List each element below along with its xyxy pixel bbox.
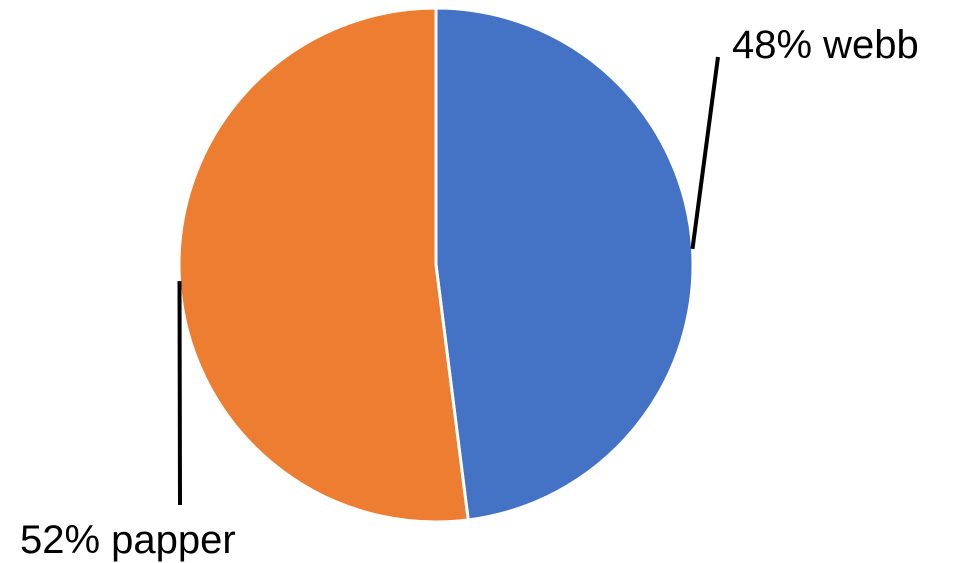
data-label-papper: 52% papper [20,518,236,562]
data-labels: 48% webb 52% papper [20,23,919,562]
pie-slices [177,6,695,524]
data-label-webb: 48% webb [732,23,919,67]
leader-lines [177,56,720,506]
pie-slice-papper [177,6,470,524]
leader-line-webb [690,56,720,250]
pie-slice-webb [434,6,695,522]
